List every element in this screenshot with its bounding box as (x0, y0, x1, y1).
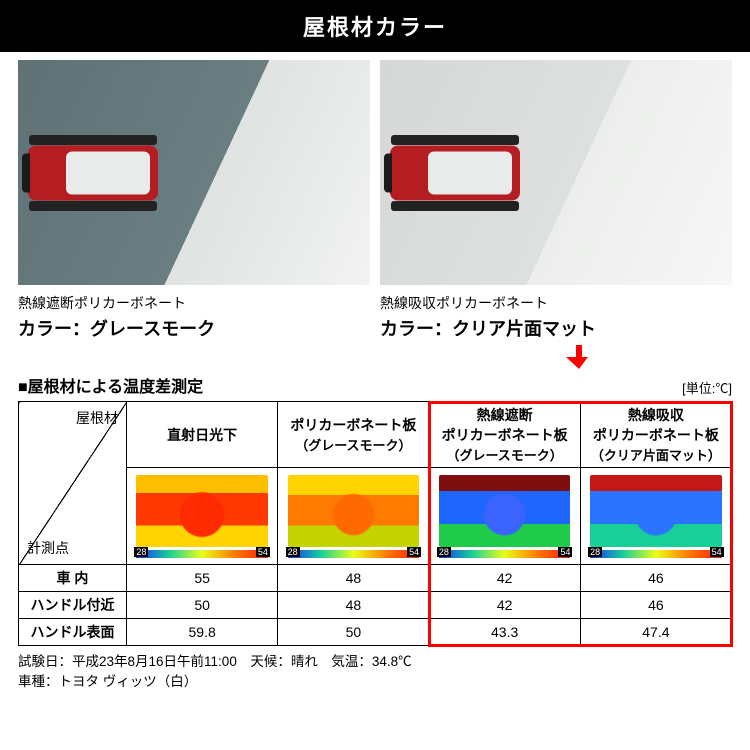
thermal-4: 2854 (580, 468, 731, 565)
table-row: ハンドル表面 59.8 50 43.3 47.4 (19, 619, 732, 646)
cell: 42 (429, 565, 580, 592)
card2-title: カラー：クリア片面マット (380, 315, 732, 341)
cell: 43.3 (429, 619, 580, 646)
color-cards-row: 熱線遮断ポリカーボネート カラー：グレースモーク 熱線吸収ポリカーボネート カラ… (0, 60, 750, 341)
row-label: 車 内 (19, 565, 127, 592)
cell: 55 (127, 565, 278, 592)
card2-subtitle: 熱線吸収ポリカーボネート (380, 293, 732, 313)
cell: 50 (127, 592, 278, 619)
thermal-2: 2854 (278, 468, 429, 565)
col-head-3: 熱線遮断ポリカーボネート板（グレースモーク） (429, 402, 580, 468)
car-icon (28, 145, 158, 200)
swatch-gray-smoke (18, 60, 370, 285)
car-icon (390, 145, 520, 200)
header-title: 屋根材カラー (0, 0, 750, 52)
cell: 48 (278, 592, 429, 619)
temperature-table: 屋根材 計測点 直射日光下 ポリカーボネート板（グレースモーク） 熱線遮断ポリカ… (18, 401, 732, 646)
color-card-2: 熱線吸収ポリカーボネート カラー：クリア片面マット (380, 60, 732, 341)
footnote: 試験日：平成23年8月16日午前11:00 天候：晴れ 気温：34.8℃ 車種：… (18, 652, 732, 693)
card1-subtitle: 熱線遮断ポリカーボネート (18, 293, 370, 313)
temperature-table-section: ■屋根材による温度差測定 [単位:℃] 屋根材 計測点 直射日光下 ポリカーボネ… (0, 373, 750, 693)
col-head-2: ポリカーボネート板（グレースモーク） (278, 402, 429, 468)
col-head-1: 直射日光下 (127, 402, 278, 468)
cell: 47.4 (580, 619, 731, 646)
table-diag-header: 屋根材 計測点 (19, 402, 127, 565)
swatch-clear-matte (380, 60, 732, 285)
cell: 59.8 (127, 619, 278, 646)
footnote-line-2: 車種：トヨタ ヴィッツ（白） (18, 672, 732, 692)
cell: 46 (580, 565, 731, 592)
table-row: ハンドル付近 50 48 42 46 (19, 592, 732, 619)
color-card-1: 熱線遮断ポリカーボネート カラー：グレースモーク (18, 60, 370, 341)
col-head-4: 熱線吸収ポリカーボネート板（クリア片面マット） (580, 402, 731, 468)
table-title: ■屋根材による温度差測定 (18, 373, 203, 397)
cell: 50 (278, 619, 429, 646)
row-label: ハンドル付近 (19, 592, 127, 619)
cell: 46 (580, 592, 731, 619)
thermal-1: 2854 (127, 468, 278, 565)
footnote-line-1: 試験日：平成23年8月16日午前11:00 天候：晴れ 気温：34.8℃ (18, 652, 732, 672)
table-unit: [単位:℃] (682, 378, 732, 397)
cell: 48 (278, 565, 429, 592)
table-row: 車 内 55 48 42 46 (19, 565, 732, 592)
cell: 42 (429, 592, 580, 619)
down-arrow-icon (0, 345, 750, 371)
card1-title: カラー：グレースモーク (18, 315, 370, 341)
thermal-3: 2854 (429, 468, 580, 565)
row-label: ハンドル表面 (19, 619, 127, 646)
